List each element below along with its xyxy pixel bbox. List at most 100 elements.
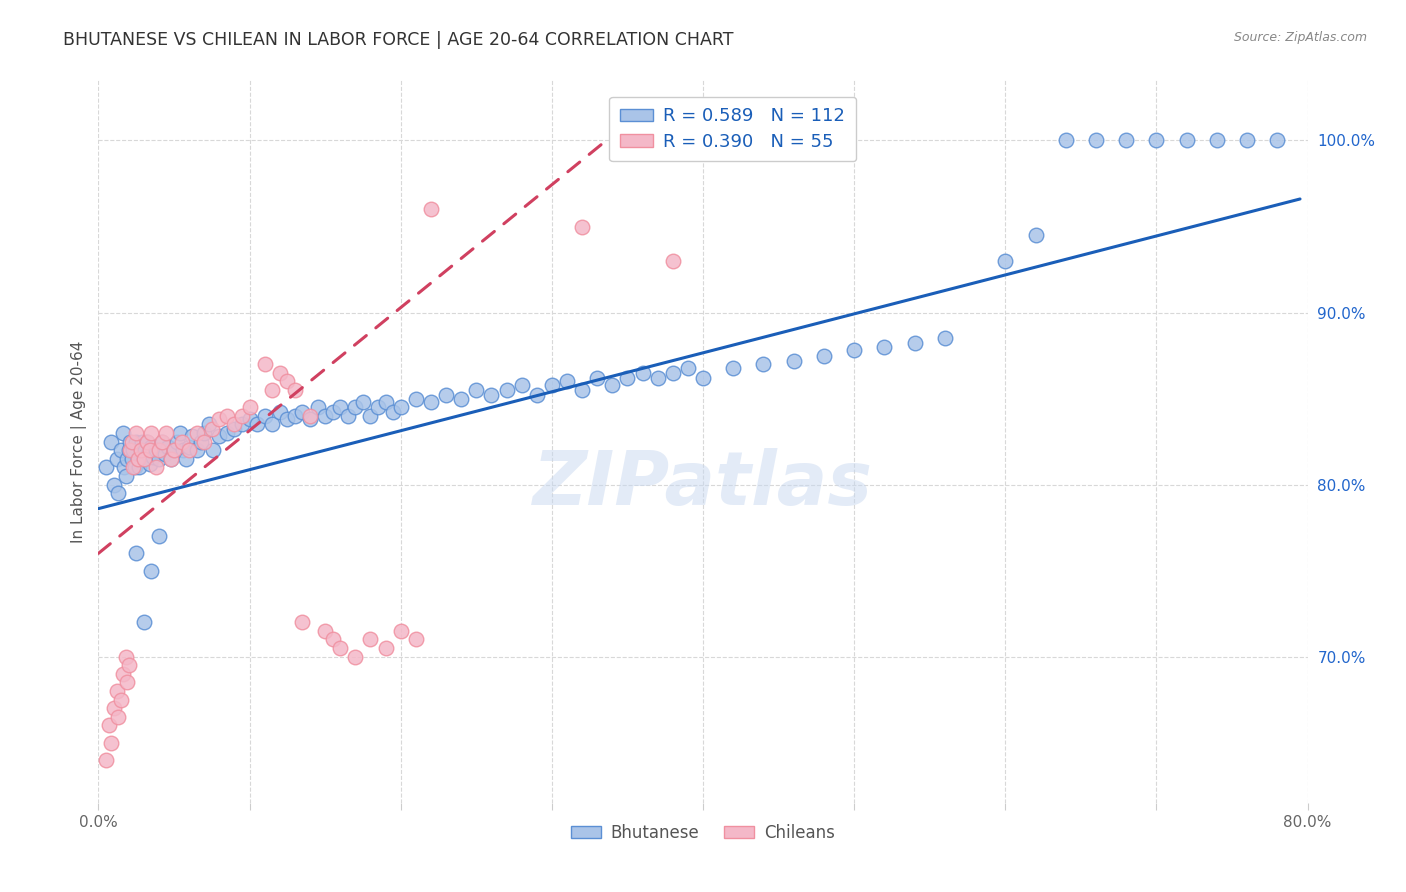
Point [155,425,177,440]
Point [139,443,162,458]
Point [904,336,927,351]
Point [107,486,129,500]
Point [647,371,669,385]
Point [121,451,143,466]
Text: ZIPatlas: ZIPatlas [533,449,873,522]
Point [389,624,412,638]
Point [299,409,322,423]
Point [174,451,197,466]
Point [276,412,298,426]
Point [360,409,382,423]
Point [239,412,262,426]
Point [276,375,298,389]
Point [1115,133,1137,147]
Point [110,443,132,458]
Point [783,353,806,368]
Point [299,412,322,426]
Point [344,649,367,664]
Point [125,546,148,560]
Point [253,357,276,371]
Point [934,331,956,345]
Point [136,446,159,460]
Point [131,434,153,449]
Point [360,632,382,647]
Point [107,710,129,724]
Point [145,443,167,458]
Point [352,395,374,409]
Point [661,253,683,268]
Point [239,400,262,414]
Point [405,392,427,406]
Point [105,684,128,698]
Point [94,753,117,767]
Point [291,615,314,630]
Point [135,434,157,449]
Point [120,443,142,458]
Point [125,425,148,440]
Point [105,451,128,466]
Point [723,360,745,375]
Legend: Bhutanese, Chileans: Bhutanese, Chileans [564,817,842,848]
Point [307,400,329,414]
Point [197,417,219,432]
Point [179,443,201,458]
Point [291,405,314,419]
Point [160,451,183,466]
Point [118,443,141,458]
Point [193,425,215,440]
Point [114,649,136,664]
Point [163,443,186,458]
Point [142,450,165,464]
Point [813,349,835,363]
Point [163,443,186,458]
Point [844,343,866,358]
Point [405,632,427,647]
Point [170,434,193,449]
Point [284,409,307,423]
Point [141,440,163,454]
Point [148,529,170,543]
Point [586,371,609,385]
Point [994,253,1017,268]
Point [134,443,156,458]
Point [100,434,122,449]
Point [208,412,231,426]
Point [571,219,593,234]
Point [1267,133,1289,147]
Point [111,666,134,681]
Point [120,434,142,449]
Point [139,457,162,471]
Point [141,425,163,440]
Point [224,417,246,432]
Point [1206,133,1229,147]
Point [129,443,152,458]
Point [169,425,191,440]
Point [374,640,396,655]
Point [202,443,225,458]
Point [465,383,488,397]
Point [148,443,170,458]
Point [103,701,125,715]
Point [420,202,443,217]
Point [186,443,208,458]
Point [122,443,145,458]
Point [190,434,212,449]
Point [127,451,149,466]
Point [112,460,135,475]
Point [132,615,155,630]
Point [329,640,352,655]
Point [181,429,204,443]
Point [115,451,138,466]
Point [420,395,443,409]
Point [145,460,167,475]
Point [481,388,503,402]
Point [208,429,231,443]
Point [873,340,896,354]
Point [602,377,624,392]
Point [434,388,457,402]
Point [1144,133,1167,147]
Point [540,377,562,392]
Point [510,377,533,392]
Point [269,366,291,380]
Point [111,425,134,440]
